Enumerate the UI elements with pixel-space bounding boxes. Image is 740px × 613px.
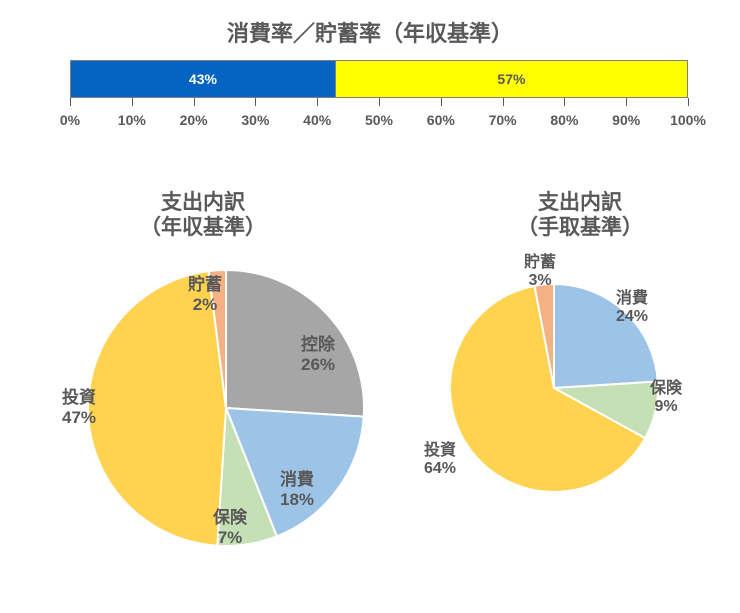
slice-label-投資: 投資 47% (62, 388, 96, 427)
bar-tick-label: 100% (670, 112, 706, 128)
bar-tick-label: 0% (60, 112, 80, 128)
bar-tick (132, 98, 133, 106)
stacked-bar: 43%57% (70, 60, 688, 98)
slice-label-控除: 控除 26% (301, 335, 335, 374)
bar-tick (441, 98, 442, 106)
bar-tick-label: 50% (365, 112, 393, 128)
pie-left-canvas (88, 270, 364, 546)
slice-label-保険: 保険 7% (213, 508, 247, 547)
bar-tick-label: 30% (241, 112, 269, 128)
bar-tick (688, 98, 689, 106)
slice-label-消費: 消費 18% (280, 470, 314, 509)
bar-segment-0: 43% (71, 61, 336, 97)
bar-tick-label: 10% (118, 112, 146, 128)
bar-tick-label: 90% (612, 112, 640, 128)
bar-tick-label: 40% (303, 112, 331, 128)
bar-tick-label: 60% (427, 112, 455, 128)
bar-tick (70, 98, 71, 106)
bar-tick-label: 80% (550, 112, 578, 128)
bar-tick (564, 98, 565, 106)
bar-chart: 43%57% 0%10%20%30%40%50%60%70%80%90%100% (70, 60, 688, 132)
pie-right-title: 支出内訳 （手取基準） (480, 190, 680, 240)
slice-label-貯蓄: 貯蓄 3% (524, 254, 556, 291)
slice-label-投資: 投資 64% (424, 442, 456, 479)
bar-tick (255, 98, 256, 106)
pie-slice-控除 (226, 270, 364, 417)
bar-tick (379, 98, 380, 106)
pie-charts-region: 支出内訳 （年収基準） 控除 26% 消費 18% 保険 7% 投資 47% 貯蓄 2%… (0, 190, 740, 613)
bar-chart-title: 消費率／貯蓄率（年収基準） (0, 16, 740, 48)
bar-tick-marks (70, 98, 688, 108)
slice-label-保険: 保険 9% (650, 380, 682, 417)
pie-svg (88, 270, 364, 546)
pie-left-title: 支出内訳 （年収基準） (103, 190, 303, 240)
slice-label-消費: 消費 24% (616, 290, 648, 327)
bar-tick (194, 98, 195, 106)
bar-tick (503, 98, 504, 106)
bar-tick-label: 70% (489, 112, 517, 128)
slice-label-貯蓄: 貯蓄 2% (188, 275, 222, 314)
bar-tick (626, 98, 627, 106)
bar-tick-labels: 0%10%20%30%40%50%60%70%80%90%100% (70, 108, 688, 132)
bar-segment-1: 57% (336, 61, 687, 97)
bar-tick (317, 98, 318, 106)
bar-tick-label: 20% (180, 112, 208, 128)
